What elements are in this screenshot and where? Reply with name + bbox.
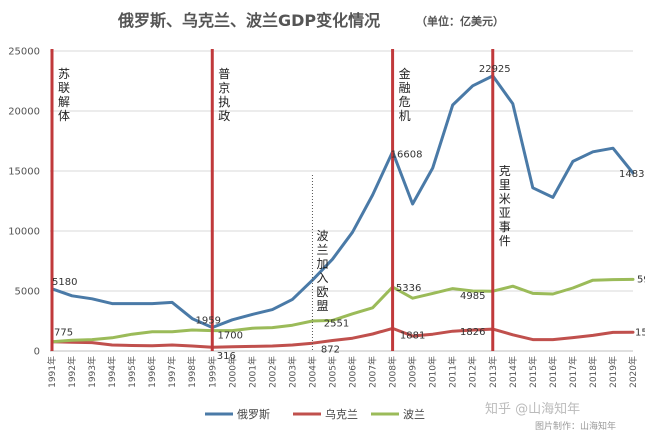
x-tick-label: 1994年	[106, 356, 118, 388]
event-label-char: 融	[399, 81, 411, 95]
data-label: 5180	[52, 277, 77, 288]
event-label-char: 普	[218, 67, 230, 81]
data-label: 5966	[637, 274, 645, 285]
event-label-char: 盟	[316, 299, 328, 313]
x-tick-label: 2008年	[387, 356, 399, 388]
data-label: 2551	[324, 318, 349, 329]
legend-label: 波兰	[403, 408, 425, 421]
data-label: 1826	[460, 327, 485, 338]
legend-label: 乌克兰	[325, 407, 358, 421]
data-label: 16608	[391, 150, 423, 161]
event-label-char: 事	[499, 220, 511, 234]
x-tick-label: 2020年	[627, 356, 639, 388]
event-label-char: 解	[58, 95, 70, 109]
event-label-char: 米	[499, 192, 511, 206]
y-tick-label: 10000	[8, 227, 40, 238]
series-lines	[50, 74, 635, 349]
x-tick-label: 2014年	[507, 356, 519, 388]
series-line-1	[50, 326, 635, 349]
legend: 俄罗斯 乌克兰 波兰	[205, 407, 425, 421]
data-label: 316	[217, 351, 236, 362]
data-label: 1555	[635, 327, 645, 338]
event-label-char: 加	[316, 257, 328, 271]
data-label: 5336	[396, 283, 421, 294]
x-tick-label: 2007年	[367, 356, 379, 388]
data-label: 4985	[460, 291, 485, 302]
x-tick-label: 1997年	[166, 356, 178, 388]
data-labels: 5180 1959 16608 22925 14835 775 316 872 1881 1826…	[52, 64, 645, 362]
x-tick-label: 2013年	[487, 356, 499, 388]
event-label-char: 件	[499, 234, 511, 248]
x-tick-label: 2016年	[547, 356, 559, 388]
legend-label: 俄罗斯	[237, 408, 270, 421]
x-tick-label: 2000年	[226, 356, 238, 388]
event-label-char: 兰	[316, 243, 328, 257]
watermark-line2: 图片制作：山海知年	[535, 420, 616, 432]
y-tick-label: 5000	[15, 287, 40, 298]
event-label-char: 苏	[58, 67, 70, 81]
x-axis-ticks: 1991年 1992年 1993年 1994年 1995年 1996年 1997年 1998年…	[46, 356, 639, 388]
x-tick-label: 2009年	[407, 356, 419, 388]
x-tick-label: 2004年	[306, 356, 318, 388]
x-tick-label: 2017年	[567, 356, 579, 388]
x-tick-label: 1996年	[146, 356, 158, 388]
event-label-char: 政	[218, 109, 230, 123]
data-label: 872	[321, 345, 340, 356]
y-tick-label: 0	[34, 347, 40, 358]
data-label: 14835	[619, 169, 645, 180]
data-label: 1700	[218, 331, 243, 342]
x-tick-label: 1992年	[66, 356, 78, 388]
event-label-char: 危	[399, 95, 411, 109]
watermark: 知乎 @山海知年 图片制作：山海知年	[485, 401, 616, 432]
x-tick-label: 1999年	[206, 356, 218, 388]
y-axis-ticks: 0 5000 10000 15000 20000 25000	[8, 47, 40, 358]
event-label-char: 亚	[499, 206, 511, 220]
event-label-char: 入	[316, 271, 328, 285]
x-tick-label: 2019年	[607, 356, 619, 388]
y-tick-label: 20000	[8, 107, 40, 118]
series-line-2	[50, 277, 635, 344]
x-tick-label: 2006年	[347, 356, 359, 388]
event-label-char: 执	[218, 95, 230, 109]
x-tick-label: 1995年	[126, 356, 138, 388]
chart-subtitle: （单位：亿美元）	[416, 14, 504, 28]
event-label-char: 金	[399, 66, 411, 81]
data-label: 1881	[400, 330, 425, 341]
x-tick-label: 2011年	[447, 356, 459, 388]
event-label-char: 联	[58, 81, 70, 95]
event-label-char: 波	[316, 229, 328, 243]
x-tick-label: 2018年	[587, 356, 599, 388]
event-label-char: 机	[399, 109, 411, 123]
y-tick-label: 25000	[8, 47, 40, 58]
event-label-char: 京	[218, 81, 230, 95]
data-label: 22925	[479, 64, 511, 75]
event-label-char: 克	[499, 164, 511, 178]
x-tick-label: 1991年	[46, 356, 58, 388]
watermark-line1: 知乎 @山海知年	[485, 401, 580, 417]
x-tick-label: 1993年	[86, 356, 98, 388]
x-tick-label: 2002年	[266, 356, 278, 388]
series-line-0	[50, 74, 635, 329]
data-label: 775	[54, 328, 73, 339]
x-tick-label: 2005年	[326, 356, 338, 388]
event-label-char: 体	[58, 109, 70, 123]
data-label: 1959	[196, 315, 221, 326]
x-tick-label: 2010年	[427, 356, 439, 388]
x-tick-label: 2001年	[246, 356, 258, 388]
event-label-char: 欧	[316, 285, 328, 299]
event-label-char: 里	[499, 178, 511, 192]
chart-title: 俄罗斯、乌克兰、波兰GDP变化情况	[117, 11, 380, 30]
grid-lines	[50, 50, 633, 292]
x-tick-label: 2003年	[286, 356, 298, 388]
x-tick-label: 2012年	[467, 356, 479, 388]
x-tick-label: 1998年	[186, 356, 198, 388]
x-tick-label: 2015年	[527, 356, 539, 388]
y-tick-label: 15000	[8, 167, 40, 178]
